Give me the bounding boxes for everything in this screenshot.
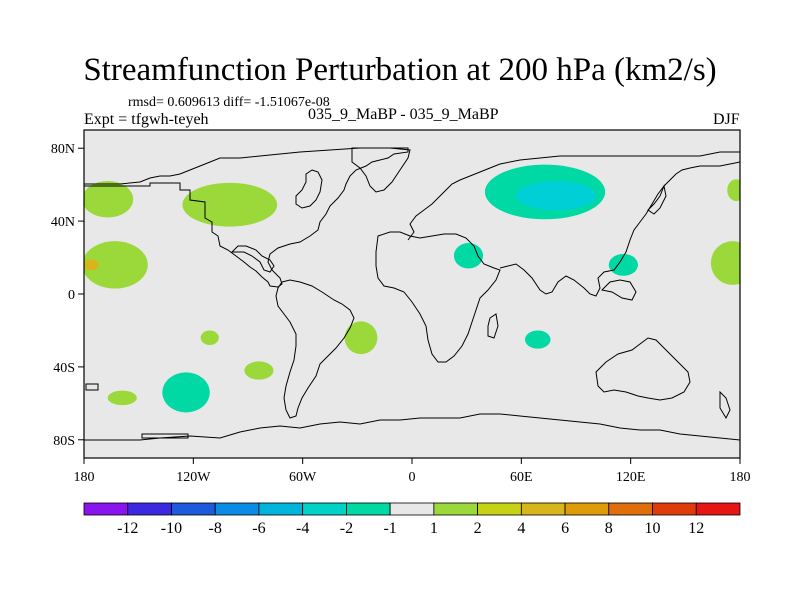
coastline-north-america	[84, 147, 409, 288]
nw-pacific-high-anomaly	[84, 181, 134, 218]
colorbar-swatch	[564, 502, 610, 516]
colorbar-swatch	[477, 502, 522, 516]
south-atlantic-high-anomaly	[344, 321, 378, 355]
colorbar-swatch	[433, 502, 479, 516]
coastline-south-america	[275, 279, 355, 419]
y-tick-label: 0	[68, 288, 75, 303]
y-tick-label: 80N	[51, 142, 75, 157]
colorbar-label: -12	[117, 520, 138, 537]
colorbar-label: 4	[517, 520, 525, 537]
west-pacific-tropical-high-anomaly	[84, 241, 148, 289]
north-pacific-high-anomaly	[182, 182, 278, 227]
south-pacific-low-anomaly	[162, 372, 210, 413]
colorbar-swatch	[127, 502, 172, 516]
x-tick-label: 180	[74, 470, 95, 485]
rmsd-diff-stats: rmsd= 0.609613 diff= -1.51067e-08	[128, 95, 330, 110]
south-indian-low-anomaly	[524, 330, 551, 349]
south-america-high-anomaly	[200, 330, 219, 346]
coastline-indonesia	[600, 279, 637, 301]
coastline-new-zealand	[719, 390, 731, 420]
colorbar-label: -2	[340, 520, 353, 537]
experiment-label: Expt = tfgwh-teyeh	[84, 111, 209, 128]
colorbar-swatch	[652, 502, 697, 516]
y-tick-label: 80S	[53, 434, 75, 449]
colorbar-swatch	[520, 502, 566, 516]
coastline-antarctica	[84, 413, 740, 441]
x-tick-label: 0	[409, 470, 416, 485]
colorbar-swatch	[389, 502, 435, 516]
colorbar-label: 8	[605, 520, 613, 537]
x-tick-label: 60W	[289, 470, 317, 485]
colorbar-label: 6	[561, 520, 569, 537]
coastline-south-pacific-islet	[85, 383, 99, 391]
colorbar-swatch	[258, 502, 304, 516]
x-tick-label: 120W	[176, 470, 211, 485]
page-title: Streamfunction Perturbation at 200 hPa (…	[83, 52, 717, 88]
coastline-greenland	[351, 147, 411, 193]
colorbar-label: -10	[161, 520, 182, 537]
coastline-hudson-bay	[295, 169, 323, 209]
coastline-australia	[595, 337, 691, 401]
coastline-antarctic-island	[141, 433, 189, 439]
colorbar-swatch	[214, 502, 260, 516]
colorbar-label: -4	[296, 520, 309, 537]
north-atlantic-edge-high-anomaly	[727, 179, 740, 202]
colorbar-label: -6	[252, 520, 265, 537]
colorbar-swatch	[302, 502, 347, 516]
west-pacific-tropical-core-anomaly	[84, 259, 99, 271]
x-tick-label: 60E	[510, 470, 533, 485]
y-tick-label: 40N	[51, 215, 75, 230]
colorbar-label: 12	[688, 520, 704, 537]
colorbar-label: -1	[383, 520, 396, 537]
coastline-madagascar	[487, 313, 499, 339]
south-pacific-high-2-anomaly	[107, 390, 137, 406]
x-tick-label: 180	[730, 470, 751, 485]
colorbar-swatch	[608, 502, 653, 516]
coastline-europe	[407, 151, 740, 241]
case-label: 035_9_MaBP - 035_9_MaBP	[308, 106, 499, 123]
coastline-japan	[647, 184, 667, 215]
east-africa-low-anomaly	[453, 242, 484, 269]
coastline-asia-south	[499, 161, 740, 297]
coastline-gulf-of-mexico	[230, 245, 275, 273]
colorbar-swatch	[695, 502, 741, 516]
colorbar-swatch	[171, 502, 216, 516]
colorbar: -12 -10 -8 -6 -4 -2 -1 1 2 4 6 8 10 12	[83, 502, 741, 537]
coastline-africa	[375, 231, 501, 363]
coastlines	[84, 147, 740, 441]
colorbar-label: 2	[474, 520, 482, 537]
colorbar-swatch	[345, 502, 391, 516]
axis-ticks: 180 120W 60W 0 60E 120E 180 80N 40N 0 40S 80S	[51, 142, 751, 485]
colorbar-swatch	[83, 502, 129, 516]
y-tick-label: 40S	[53, 361, 75, 376]
south-america-high-2-anomaly	[244, 361, 274, 380]
east-pacific-edge-high-anomaly	[710, 241, 740, 285]
asia-low-inner-anomaly	[515, 181, 597, 211]
season-label: DJF	[713, 111, 740, 128]
se-asia-low-anomaly	[608, 253, 638, 276]
colorbar-label: -8	[209, 520, 222, 537]
colorbar-label: 10	[645, 520, 661, 537]
colorbar-label: 1	[430, 520, 438, 537]
x-tick-label: 120E	[616, 470, 646, 485]
anomaly-contours	[84, 164, 740, 413]
